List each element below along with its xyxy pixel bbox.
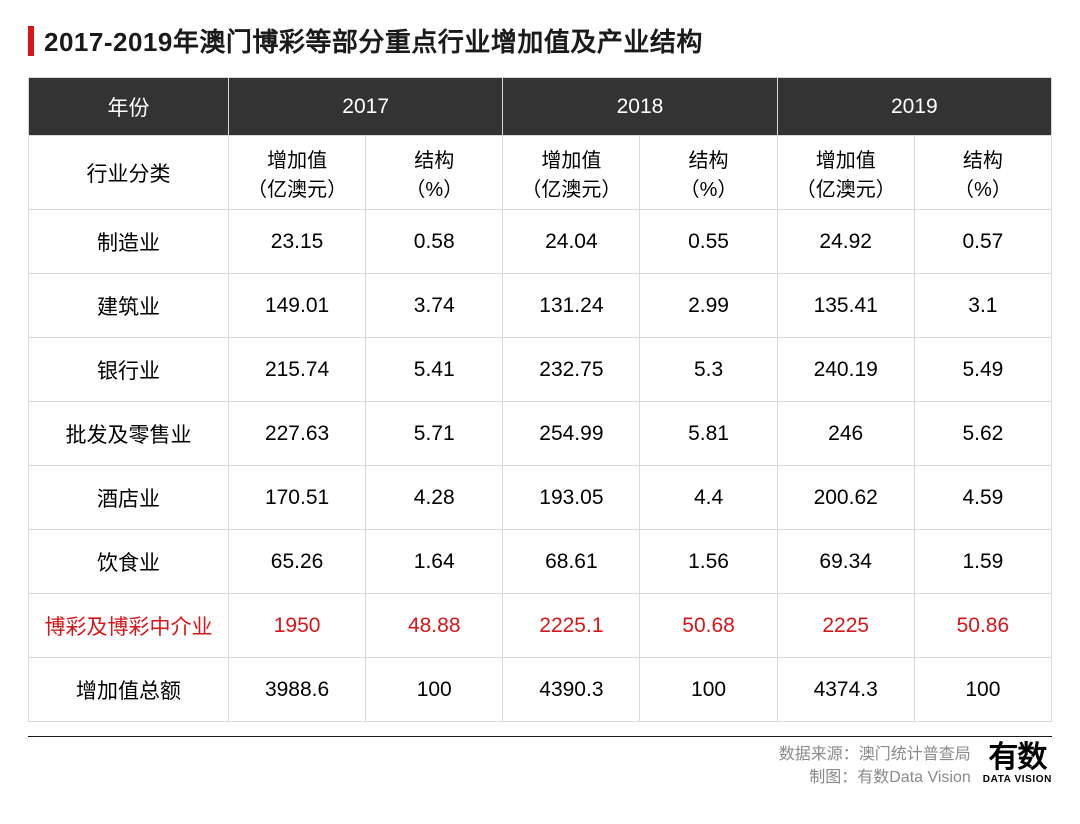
cell: 4.4 (640, 466, 777, 530)
subheader-pct: 结构（%） (914, 136, 1051, 210)
cell: 0.58 (366, 210, 503, 274)
table-row: 银行业215.745.41232.755.3240.195.49 (29, 338, 1052, 402)
row-label: 增加值总额 (29, 658, 229, 722)
cell: 0.57 (914, 210, 1051, 274)
cell: 68.61 (503, 530, 640, 594)
row-label: 制造业 (29, 210, 229, 274)
cell: 50.86 (914, 594, 1051, 658)
cell: 254.99 (503, 402, 640, 466)
source-line: 数据来源：澳门统计普查局 (779, 743, 971, 766)
page-title: 2017-2019年澳门博彩等部分重点行业增加值及产业结构 (44, 22, 703, 59)
year-col-2019: 2019 (777, 78, 1051, 136)
table-row: 博彩及博彩中介业195048.882225.150.68222550.86 (29, 594, 1052, 658)
cell: 232.75 (503, 338, 640, 402)
cell: 4374.3 (777, 658, 914, 722)
table-row: 增加值总额3988.61004390.31004374.3100 (29, 658, 1052, 722)
cell: 1950 (229, 594, 366, 658)
cell: 135.41 (777, 274, 914, 338)
cell: 246 (777, 402, 914, 466)
year-col-2018: 2018 (503, 78, 777, 136)
row-label: 建筑业 (29, 274, 229, 338)
page-container: 2017-2019年澳门博彩等部分重点行业增加值及产业结构 年份 2017 20… (0, 0, 1080, 789)
cell: 200.62 (777, 466, 914, 530)
table-year-header-row: 年份 2017 2018 2019 (29, 78, 1052, 136)
cell: 2225 (777, 594, 914, 658)
row-label: 酒店业 (29, 466, 229, 530)
logo: 有数 DATA VISION (983, 743, 1052, 785)
cell: 5.41 (366, 338, 503, 402)
cell: 3.1 (914, 274, 1051, 338)
cell: 65.26 (229, 530, 366, 594)
cell: 69.34 (777, 530, 914, 594)
cell: 5.81 (640, 402, 777, 466)
subheader-pct: 结构（%） (366, 136, 503, 210)
cell: 0.55 (640, 210, 777, 274)
cell: 2.99 (640, 274, 777, 338)
year-header-label: 年份 (29, 78, 229, 136)
cell: 100 (366, 658, 503, 722)
cell: 48.88 (366, 594, 503, 658)
table-subheader-row: 行业分类 增加值（亿澳元） 结构（%） 增加值（亿澳元） 结构（%） 增加值（亿… (29, 136, 1052, 210)
row-label: 批发及零售业 (29, 402, 229, 466)
table-row: 酒店业170.514.28193.054.4200.624.59 (29, 466, 1052, 530)
cell: 4.59 (914, 466, 1051, 530)
cell: 4390.3 (503, 658, 640, 722)
cell: 4.28 (366, 466, 503, 530)
row-label: 银行业 (29, 338, 229, 402)
cell: 23.15 (229, 210, 366, 274)
footer: 数据来源：澳门统计普查局 制图：有数Data Vision 有数 DATA VI… (28, 736, 1052, 789)
cell: 149.01 (229, 274, 366, 338)
subheader-value: 增加值（亿澳元） (503, 136, 640, 210)
row-label: 饮食业 (29, 530, 229, 594)
cell: 193.05 (503, 466, 640, 530)
subheader-pct: 结构（%） (640, 136, 777, 210)
cell: 3988.6 (229, 658, 366, 722)
credit-line: 制图：有数Data Vision (779, 766, 971, 789)
cell: 24.92 (777, 210, 914, 274)
logo-sub-text: DATA VISION (983, 774, 1052, 785)
cell: 131.24 (503, 274, 640, 338)
cell: 227.63 (229, 402, 366, 466)
cell: 1.56 (640, 530, 777, 594)
cell: 24.04 (503, 210, 640, 274)
category-header-label: 行业分类 (29, 136, 229, 210)
table-row: 饮食业65.261.6468.611.5669.341.59 (29, 530, 1052, 594)
cell: 240.19 (777, 338, 914, 402)
year-col-2017: 2017 (229, 78, 503, 136)
cell: 5.49 (914, 338, 1051, 402)
cell: 215.74 (229, 338, 366, 402)
cell: 5.71 (366, 402, 503, 466)
title-accent-bar (28, 26, 34, 56)
data-table: 年份 2017 2018 2019 行业分类 增加值（亿澳元） 结构（%） 增加… (28, 77, 1052, 722)
cell: 3.74 (366, 274, 503, 338)
cell: 1.64 (366, 530, 503, 594)
subheader-value: 增加值（亿澳元） (777, 136, 914, 210)
cell: 5.3 (640, 338, 777, 402)
cell: 5.62 (914, 402, 1051, 466)
table-row: 建筑业149.013.74131.242.99135.413.1 (29, 274, 1052, 338)
cell: 100 (640, 658, 777, 722)
cell: 50.68 (640, 594, 777, 658)
source-block: 数据来源：澳门统计普查局 制图：有数Data Vision (779, 743, 971, 789)
cell: 2225.1 (503, 594, 640, 658)
cell: 100 (914, 658, 1051, 722)
cell: 1.59 (914, 530, 1051, 594)
title-wrap: 2017-2019年澳门博彩等部分重点行业增加值及产业结构 (28, 22, 1052, 59)
cell: 170.51 (229, 466, 366, 530)
table-row: 制造业23.150.5824.040.5524.920.57 (29, 210, 1052, 274)
subheader-value: 增加值（亿澳元） (229, 136, 366, 210)
row-label: 博彩及博彩中介业 (29, 594, 229, 658)
table-row: 批发及零售业227.635.71254.995.812465.62 (29, 402, 1052, 466)
logo-main-text: 有数 (988, 743, 1046, 773)
